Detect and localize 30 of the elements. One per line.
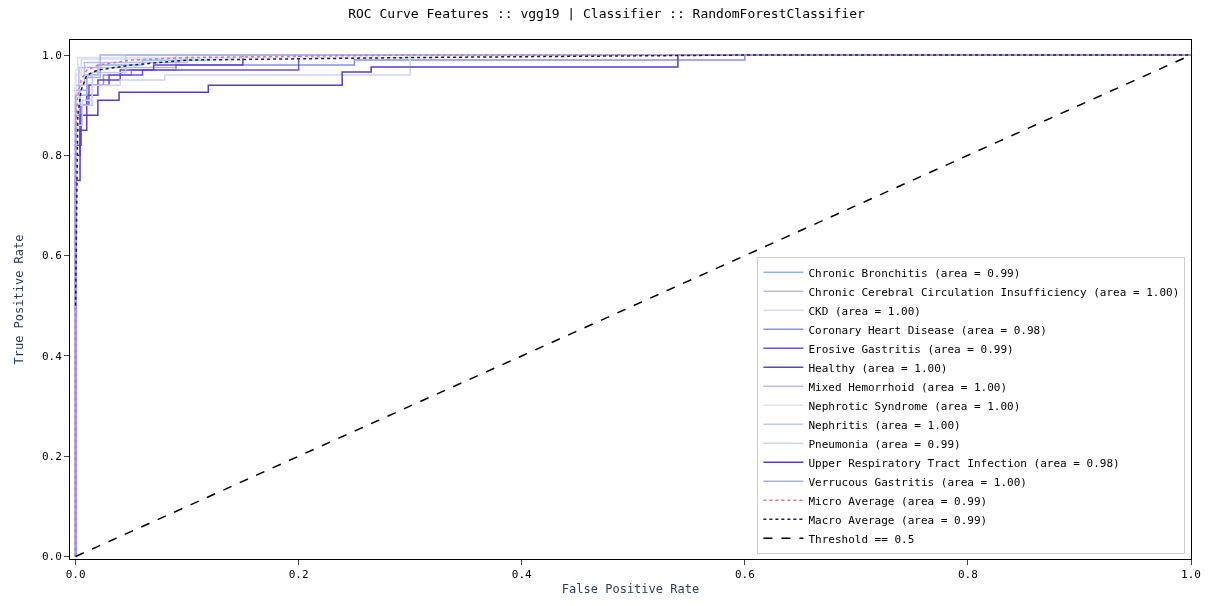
legend-label: Nephritis (area = 1.00) [808,418,961,432]
legend-label: Pneumonia (area = 0.99) [808,437,961,451]
legend-label: Micro Average (area = 0.99) [808,494,988,508]
legend-label: Mixed Hemorrhoid (area = 1.00) [808,380,1008,394]
legend-label: Macro Average (area = 0.99) [808,513,988,527]
x-tick-label: 0.0 [65,568,86,582]
legend-label: Coronary Heart Disease (area = 0.98) [808,323,1047,337]
legend-label: CKD (area = 1.00) [808,304,921,318]
legend-label: Verrucous Gastritis (area = 1.00) [808,475,1027,489]
x-tick-label: 0.6 [734,568,755,582]
x-tick-label: 1.0 [1181,568,1201,582]
x-tick-label: 0.4 [511,568,533,582]
x-axis-title: False Positive Rate [561,582,700,597]
y-tick-label: 0.8 [41,149,62,163]
y-tick-label: 0.6 [41,249,62,263]
y-axis-title: True Positive Rate [12,234,27,365]
legend-label: Healthy (area = 1.00) [808,361,948,375]
x-tick-label: 0.2 [288,568,309,582]
y-tick-label: 1.0 [41,48,62,62]
legend-label: Threshold == 0.5 [808,532,915,546]
legend-label: Upper Respiratory Tract Infection (area = 0.98) [808,456,1120,470]
legend-label: Erosive Gastritis (area = 0.99) [808,342,1014,356]
legend-label: Chronic Bronchitis (area = 0.99) [808,266,1021,280]
y-tick-label: 0.2 [41,450,62,464]
legend-label: Nephrotic Syndrome (area = 1.00) [808,399,1021,413]
x-tick-label: 0.8 [957,568,978,582]
legend-label: Chronic Cerebral Circulation Insufficiency (area = 1.00) [808,285,1180,299]
y-tick-label: 0.0 [41,550,62,564]
chart-title: ROC Curve Features :: vgg19 | Classifier :: RandomForestClassifier [348,6,865,22]
y-tick-label: 0.4 [41,349,63,363]
